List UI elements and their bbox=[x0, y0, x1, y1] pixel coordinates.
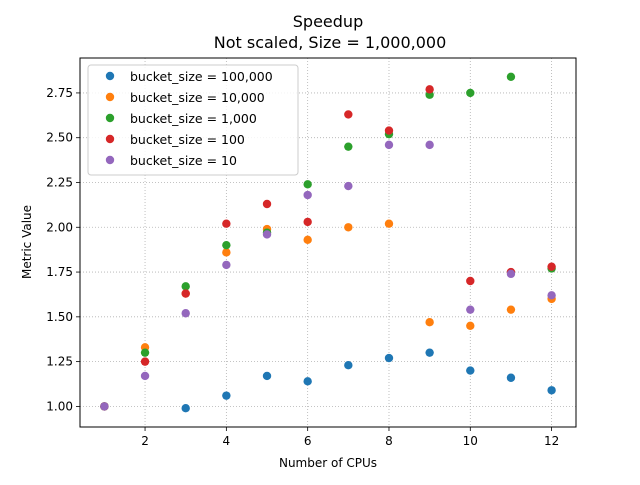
data-point bbox=[547, 262, 556, 271]
data-point bbox=[222, 260, 231, 270]
data-point bbox=[303, 235, 312, 245]
data-point bbox=[466, 276, 475, 286]
y-tick-label: 1.50 bbox=[46, 310, 73, 324]
data-point bbox=[262, 230, 272, 239]
data-point bbox=[506, 72, 516, 82]
data-point bbox=[262, 371, 272, 381]
legend-label: bucket_size = 100 bbox=[130, 132, 245, 147]
y-tick-label: 2.50 bbox=[46, 131, 73, 145]
axis-ticks: 2 4 6 8 10 12 1.00 1.25 1.50 1.75 2.00 2.25 2.50 2.75 bbox=[46, 86, 559, 448]
data-point bbox=[384, 126, 394, 135]
data-point bbox=[466, 366, 475, 375]
data-point bbox=[303, 217, 312, 227]
data-point bbox=[222, 391, 231, 400]
legend: bucket_size = 100,000 bucket_size = 10,00… bbox=[87, 64, 299, 176]
legend-label: bucket_size = 10 bbox=[130, 153, 237, 168]
x-tick-label: 6 bbox=[304, 434, 312, 448]
data-point bbox=[140, 371, 150, 381]
x-tick-label: 12 bbox=[544, 434, 559, 448]
data-point bbox=[466, 88, 475, 98]
data-point bbox=[425, 348, 434, 357]
data-point bbox=[425, 85, 434, 94]
data-point bbox=[425, 318, 434, 327]
data-point bbox=[181, 289, 190, 298]
data-point bbox=[303, 377, 312, 386]
legend-marker bbox=[105, 71, 115, 81]
data-points bbox=[100, 72, 556, 413]
y-tick-label: 2.75 bbox=[46, 86, 73, 100]
y-tick-label: 2.25 bbox=[46, 175, 73, 189]
legend-marker bbox=[105, 155, 115, 165]
data-point bbox=[181, 282, 190, 291]
data-point bbox=[466, 321, 475, 330]
data-point bbox=[344, 223, 353, 232]
data-point bbox=[384, 353, 394, 363]
x-axis-label: Number of CPUs bbox=[279, 456, 377, 470]
data-point bbox=[100, 402, 109, 411]
data-point bbox=[466, 305, 475, 314]
data-point bbox=[344, 361, 353, 370]
legend-box bbox=[87, 64, 299, 176]
y-axis-label: Metric Value bbox=[20, 205, 34, 279]
legend-label: bucket_size = 10,000 bbox=[130, 90, 265, 105]
data-point bbox=[344, 181, 353, 191]
chart-title: Speedup bbox=[293, 12, 363, 31]
y-tick-label: 1.00 bbox=[46, 399, 73, 413]
data-point bbox=[344, 142, 353, 151]
data-point bbox=[303, 180, 312, 189]
data-point bbox=[140, 348, 150, 357]
legend-marker bbox=[105, 92, 115, 102]
data-point bbox=[181, 309, 190, 318]
data-point bbox=[344, 110, 353, 119]
y-tick-label: 1.25 bbox=[46, 355, 73, 369]
data-point bbox=[384, 140, 394, 150]
legend-marker bbox=[105, 113, 115, 123]
y-tick-label: 1.75 bbox=[46, 265, 73, 279]
data-point bbox=[547, 386, 556, 395]
data-point bbox=[181, 403, 190, 413]
legend-label: bucket_size = 1,000 bbox=[130, 111, 257, 126]
data-point bbox=[262, 199, 272, 209]
data-point bbox=[506, 269, 516, 279]
plot-area-frame bbox=[79, 57, 577, 428]
data-point bbox=[222, 248, 231, 257]
x-tick-label: 10 bbox=[463, 434, 478, 448]
x-tick-label: 8 bbox=[385, 434, 393, 448]
data-point bbox=[222, 219, 231, 228]
data-point bbox=[140, 357, 150, 366]
y-tick-label: 2.00 bbox=[46, 220, 73, 234]
x-tick-label: 4 bbox=[223, 434, 231, 448]
legend-label: bucket_size = 100,000 bbox=[130, 69, 273, 84]
x-tick-label: 2 bbox=[141, 434, 149, 448]
legend-marker bbox=[105, 134, 115, 144]
data-point bbox=[425, 140, 434, 150]
chart-subtitle: Not scaled, Size = 1,000,000 bbox=[214, 33, 447, 52]
data-point bbox=[547, 291, 556, 300]
data-point bbox=[384, 219, 394, 228]
data-point bbox=[222, 240, 231, 250]
data-point bbox=[303, 190, 312, 200]
data-point bbox=[506, 305, 516, 314]
data-point bbox=[506, 373, 516, 382]
